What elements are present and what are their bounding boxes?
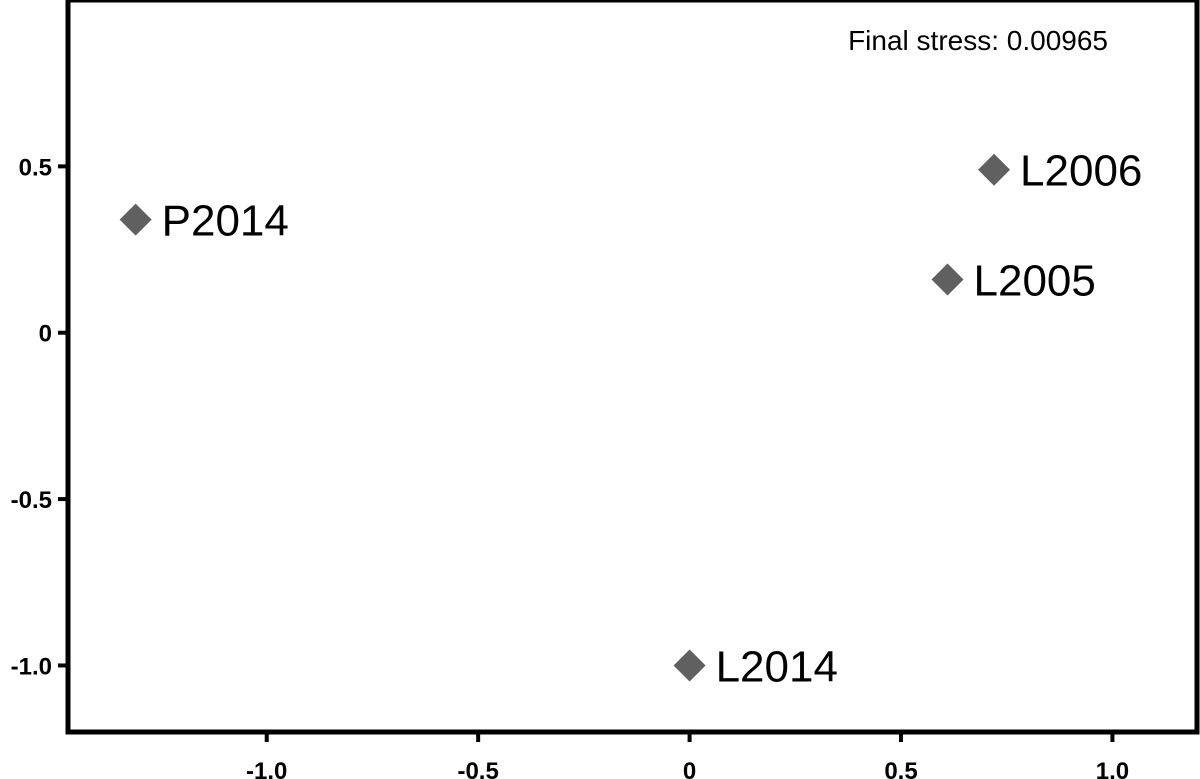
y-tick-label: 0.5 (19, 154, 52, 181)
diamond-marker (119, 203, 152, 236)
diamond-marker (931, 263, 964, 296)
final-stress-annotation: Final stress: 0.00965 (848, 25, 1108, 56)
y-tick-label: -1.0 (11, 653, 52, 680)
data-point-l2005: L2005 (931, 256, 1096, 305)
x-tick-label: 1.0 (1096, 758, 1129, 779)
y-tick-label: 0 (39, 321, 52, 348)
y-axis: 0.5 0 -0.5 -1.0 (11, 154, 68, 680)
point-label: L2014 (716, 642, 838, 691)
x-tick-label: -1.0 (246, 758, 287, 779)
data-points: P2014 L2006 L2005 L2014 (119, 147, 1142, 691)
plot-frame (65, 0, 1200, 735)
x-tick-label: 0 (683, 758, 696, 779)
x-tick-label: 0.5 (884, 758, 917, 779)
data-point-l2006: L2006 (978, 147, 1142, 196)
point-label: P2014 (162, 197, 289, 246)
x-tick-label: -0.5 (457, 758, 498, 779)
point-label: L2005 (974, 256, 1096, 305)
data-point-l2014: L2014 (673, 642, 838, 691)
data-point-p2014: P2014 (119, 197, 289, 246)
point-label: L2006 (1020, 147, 1142, 196)
diamond-marker (978, 153, 1011, 186)
x-axis: -1.0 -0.5 0 0.5 1.0 (246, 732, 1129, 779)
y-tick-label: -0.5 (11, 487, 52, 514)
diamond-marker (673, 649, 706, 682)
